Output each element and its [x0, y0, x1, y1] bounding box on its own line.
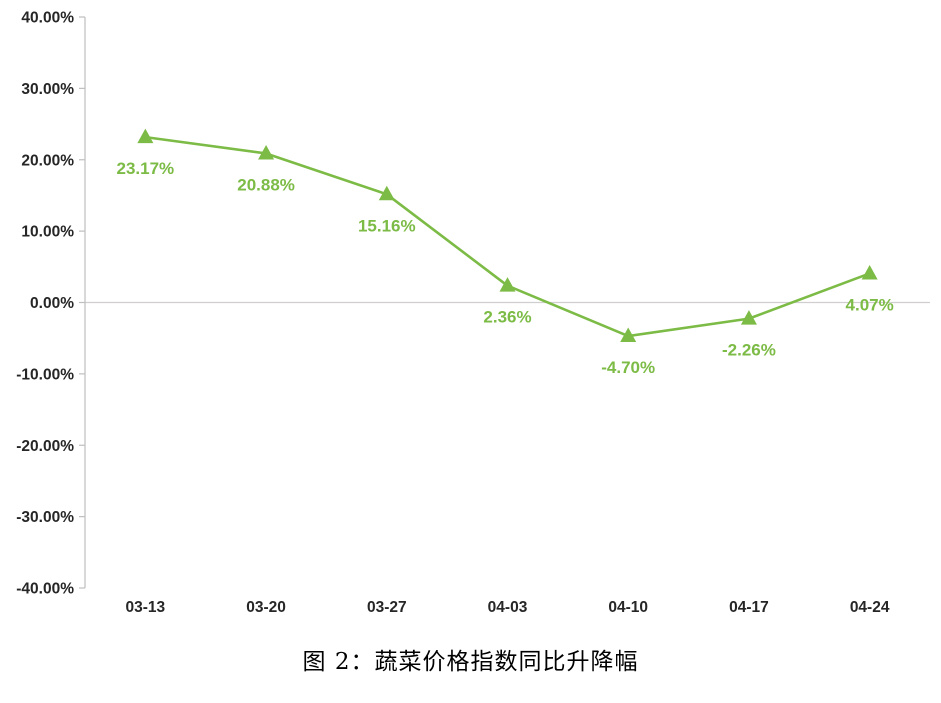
line-chart: 40.00% 30.00% 20.00% 10.00% 0.00% -10.00% -20.…: [16, 10, 930, 616]
data-point-marker: [861, 264, 878, 280]
data-point-label: 2.36%: [483, 308, 531, 327]
data-point-label: 23.17%: [117, 159, 175, 178]
data-point-marker: [378, 185, 395, 201]
x-axis-tick-label: 04-17: [729, 599, 769, 616]
data-point-label: 4.07%: [846, 295, 894, 314]
y-axis-tick-label: 20.00%: [21, 152, 74, 169]
chart-title: 图 2：蔬菜价格指数同比升降幅: [302, 649, 639, 675]
data-point-label: -2.26%: [722, 341, 776, 360]
y-axis-tick-label: 10.00%: [21, 224, 74, 241]
x-axis-tick-label: 03-20: [246, 599, 286, 616]
y-axis-tick-label: 0.00%: [30, 295, 74, 312]
x-axis-tick-label: 04-24: [850, 599, 890, 616]
y-axis-tick-label: -30.00%: [16, 509, 74, 526]
series-line: [144, 135, 871, 338]
data-point-marker: [740, 310, 757, 325]
data-point-marker: [499, 277, 516, 292]
y-axis-tick-label: 30.00%: [21, 81, 74, 98]
y-axis-tick-label: -10.00%: [16, 366, 74, 383]
data-point-label: 20.88%: [237, 175, 295, 194]
x-axis-tick-label: 03-27: [367, 599, 407, 616]
y-axis-tick-label: 40.00%: [21, 10, 74, 27]
x-axis-tick-label: 03-13: [126, 599, 166, 616]
x-axis-tick-label: 04-03: [488, 599, 528, 616]
x-axis-tick-label: 04-10: [608, 599, 648, 616]
data-point-label: 15.16%: [358, 216, 416, 235]
data-point-marker: [620, 327, 637, 343]
y-axis-tick-label: -20.00%: [16, 438, 74, 455]
data-point-marker: [137, 128, 154, 144]
line-chart-canvas: 40.00% 30.00% 20.00% 10.00% 0.00% -10.00% -20.…: [16, 10, 930, 616]
y-axis-tick-label: -40.00%: [16, 581, 74, 598]
data-point-label: -4.70%: [601, 358, 655, 377]
data-point-marker: [258, 144, 275, 160]
